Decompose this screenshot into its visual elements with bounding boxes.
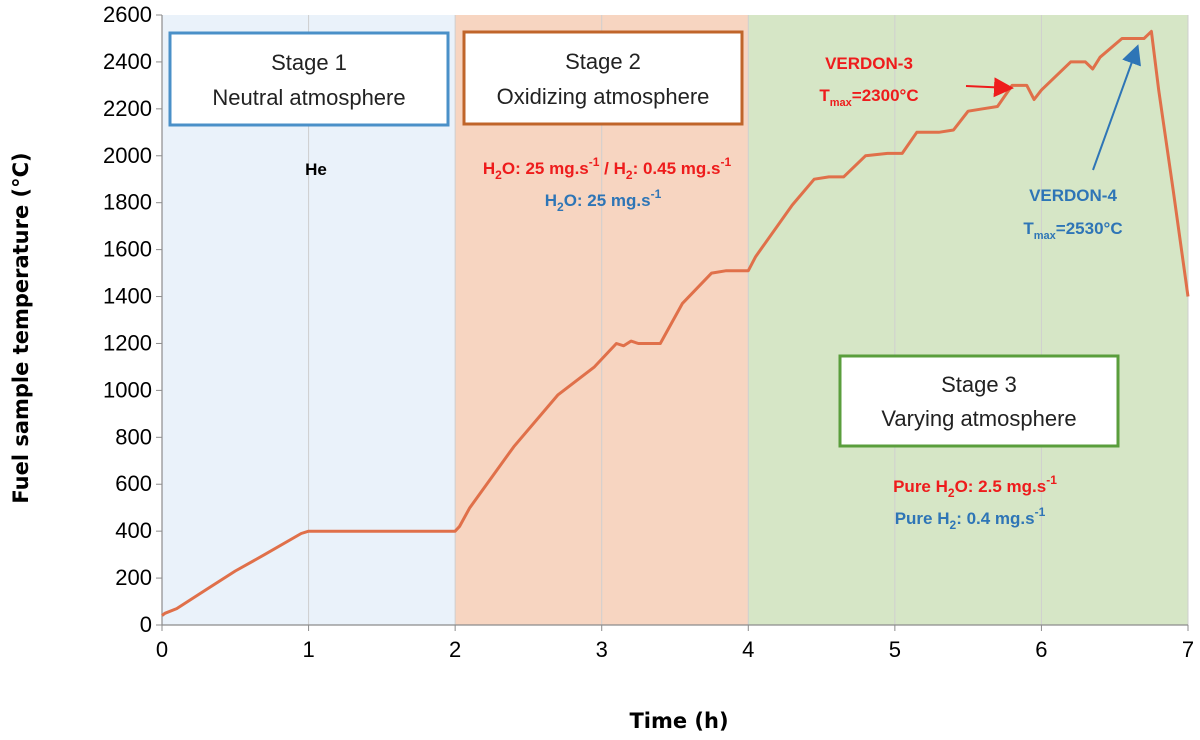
series-layer bbox=[161, 29, 1190, 617]
stage-1-title: Stage 1 bbox=[271, 50, 347, 75]
stage2-blue-note: H2O: 25 mg.s-1 bbox=[545, 187, 662, 214]
x-tick-label: 2 bbox=[449, 637, 461, 662]
y-tick-label: 2200 bbox=[103, 96, 152, 121]
he-label: He bbox=[305, 160, 327, 179]
x-tick-label: 4 bbox=[742, 637, 754, 662]
x-axis-title: Time (h) bbox=[629, 709, 728, 733]
stage-2-box: Stage 2 Oxidizing atmosphere bbox=[462, 30, 744, 126]
stage-3-subtitle: Varying atmosphere bbox=[881, 406, 1076, 431]
y-tick-label: 1800 bbox=[103, 190, 152, 215]
stage-2-title: Stage 2 bbox=[565, 49, 641, 74]
stage3-red-note: Pure H2O: 2.5 mg.s-1 bbox=[893, 473, 1057, 500]
verdon4-tmax: Tmax=2530°C bbox=[1023, 219, 1122, 242]
y-tick-label: 200 bbox=[115, 565, 152, 590]
y-tick-label: 0 bbox=[140, 612, 152, 637]
x-tick-label: 1 bbox=[302, 637, 314, 662]
stage-3-box: Stage 3 Varying atmosphere bbox=[838, 354, 1120, 448]
y-tick-label: 1400 bbox=[103, 284, 152, 309]
y-tick-label: 800 bbox=[115, 424, 152, 449]
x-tick-label: 5 bbox=[889, 637, 901, 662]
axes bbox=[161, 15, 1188, 626]
stage-1-subtitle: Neutral atmosphere bbox=[212, 85, 405, 110]
verdon3-arrow bbox=[965, 77, 1014, 98]
y-tick-label: 2400 bbox=[103, 49, 152, 74]
y-tick-label: 400 bbox=[115, 518, 152, 543]
y-tick-labels: 0 200 400 600 800 1000 1200 1400 1600 1800 2000 220… bbox=[103, 2, 162, 637]
stage-2-subtitle: Oxidizing atmosphere bbox=[497, 84, 710, 109]
x-tick-labels: 0 1 2 3 4 5 6 7 bbox=[156, 625, 1194, 662]
stage-band-3 bbox=[748, 15, 1188, 625]
verdon4-name: VERDON-4 bbox=[1029, 186, 1117, 205]
verdon3-tmax: Tmax=2300°C bbox=[819, 86, 918, 109]
series-line-0 bbox=[161, 29, 1190, 617]
verdon4-arrow bbox=[1092, 44, 1141, 171]
x-tick-label: 3 bbox=[596, 637, 608, 662]
y-tick-label: 1600 bbox=[103, 237, 152, 262]
stage-3-title: Stage 3 bbox=[941, 372, 1017, 397]
stage-1-box: Stage 1 Neutral atmosphere bbox=[168, 31, 450, 127]
x-tick-label: 6 bbox=[1035, 637, 1047, 662]
stage2-red-note: H2O: 25 mg.s-1 / H2: 0.45 mg.s-1 bbox=[483, 155, 732, 182]
x-tick-label: 7 bbox=[1182, 637, 1194, 662]
stage3-blue-note: Pure H2: 0.4 mg.s-1 bbox=[895, 505, 1046, 532]
y-tick-label: 1200 bbox=[103, 330, 152, 355]
y-tick-label: 2600 bbox=[103, 2, 152, 27]
y-tick-label: 1000 bbox=[103, 377, 152, 402]
verdon3-name: VERDON-3 bbox=[825, 54, 913, 73]
x-tick-label: 0 bbox=[156, 637, 168, 662]
y-tick-label: 2000 bbox=[103, 143, 152, 168]
y-axis-title: Fuel sample temperature (°C) bbox=[9, 152, 33, 503]
y-tick-label: 600 bbox=[115, 471, 152, 496]
